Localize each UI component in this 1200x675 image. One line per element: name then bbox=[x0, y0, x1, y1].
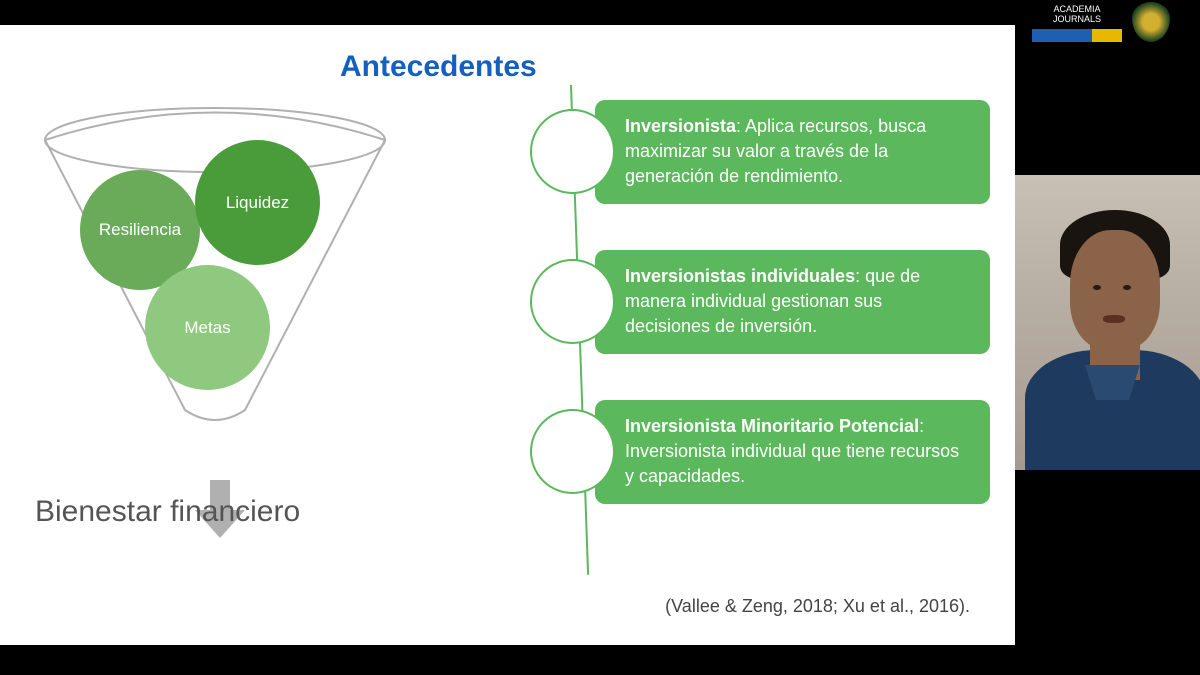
circle-label: Resiliencia bbox=[99, 220, 181, 240]
presenter-webcam bbox=[1015, 175, 1200, 470]
bullet-text-box: Inversionistas individuales: que de mane… bbox=[595, 250, 990, 354]
stripe-blue bbox=[1032, 29, 1092, 42]
slide-title: Antecedentes bbox=[340, 50, 537, 84]
bullet-marker-icon bbox=[530, 109, 615, 194]
stripe-yellow bbox=[1092, 29, 1122, 42]
bullet-bold: Inversionista Minoritario Potencial bbox=[625, 416, 919, 436]
circle-label: Metas bbox=[184, 318, 230, 338]
bullet-marker-icon bbox=[530, 259, 615, 344]
bullet-text-box: Inversionista Minoritario Potencial: Inv… bbox=[595, 400, 990, 504]
presentation-slide: Antecedentes Resiliencia Liquidez Metas … bbox=[0, 25, 1015, 645]
logo-text: ACADEMIA JOURNALS bbox=[1032, 2, 1122, 24]
logo-area: ACADEMIA JOURNALS bbox=[1032, 2, 1170, 42]
funnel-circle-liquidez: Liquidez bbox=[195, 140, 320, 265]
logo-stripes bbox=[1032, 29, 1122, 42]
funnel-output-label: Bienestar financiero bbox=[35, 495, 300, 529]
citation-text: (Vallee & Zeng, 2018; Xu et al., 2016). bbox=[665, 596, 970, 617]
bullet-marker-icon bbox=[530, 409, 615, 494]
funnel-diagram: Resiliencia Liquidez Metas bbox=[25, 100, 405, 450]
window-top-bar bbox=[0, 0, 1200, 25]
bullet-bold: Inversionistas individuales bbox=[625, 266, 855, 286]
funnel-circle-metas: Metas bbox=[145, 265, 270, 390]
academia-journals-logo: ACADEMIA JOURNALS bbox=[1032, 2, 1122, 42]
bullet-bold: Inversionista bbox=[625, 116, 736, 136]
bullet-item-3: Inversionista Minoritario Potencial: Inv… bbox=[530, 400, 990, 504]
bullet-item-2: Inversionistas individuales: que de mane… bbox=[530, 250, 990, 354]
person-face bbox=[1085, 285, 1145, 325]
bullet-item-1: Inversionista: Aplica recursos, busca ma… bbox=[530, 100, 990, 204]
bullet-text-box: Inversionista: Aplica recursos, busca ma… bbox=[595, 100, 990, 204]
circle-label: Liquidez bbox=[226, 193, 289, 213]
university-shield-icon bbox=[1132, 2, 1170, 42]
